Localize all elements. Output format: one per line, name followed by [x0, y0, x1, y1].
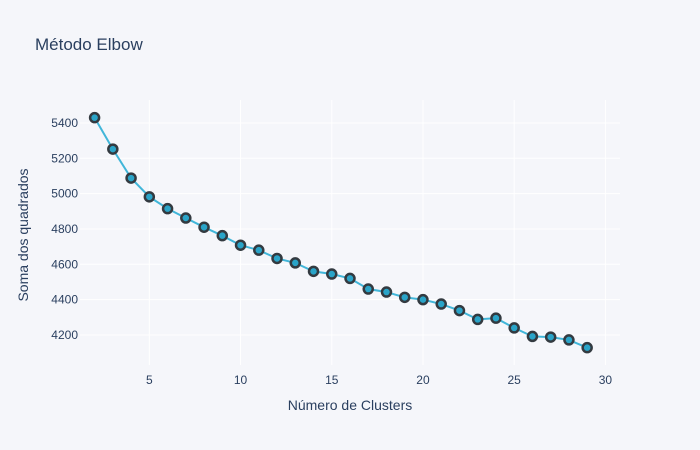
- data-point: [563, 334, 575, 346]
- data-point: [544, 331, 557, 343]
- data-point: [107, 143, 119, 155]
- x-tick-label: 5: [146, 373, 153, 387]
- x-axis-title: Número de Clusters: [288, 397, 413, 413]
- data-point: [253, 244, 265, 256]
- x-tick-label: 25: [508, 373, 522, 387]
- data-point: [88, 111, 101, 124]
- chart-title: Método Elbow: [35, 35, 143, 54]
- data-point: [398, 291, 411, 304]
- y-tick-label: 5000: [51, 187, 78, 201]
- data-point: [362, 283, 374, 295]
- data-point: [307, 265, 320, 278]
- data-point: [161, 202, 174, 215]
- data-point: [289, 257, 302, 269]
- markers: [88, 111, 593, 354]
- y-tick-label: 5200: [51, 151, 78, 165]
- y-axis-ticks: 4200 4400 4600 4800 5000 5200 5400: [51, 116, 78, 342]
- data-point: [234, 239, 247, 251]
- series-line-layer: [93, 117, 588, 349]
- y-tick-label: 4800: [51, 222, 78, 236]
- x-tick-label: 10: [234, 373, 248, 387]
- y-tick-label: 4200: [51, 328, 78, 342]
- series-line: [93, 117, 588, 349]
- x-tick-label: 15: [325, 373, 339, 387]
- data-point: [216, 229, 229, 242]
- y-tick-label: 4600: [51, 257, 78, 271]
- data-point: [326, 268, 338, 280]
- data-point: [471, 313, 484, 326]
- x-tick-label: 20: [416, 373, 430, 387]
- data-point: [417, 293, 429, 306]
- y-tick-label: 4400: [51, 293, 78, 307]
- data-point: [508, 322, 520, 334]
- data-point: [125, 172, 137, 184]
- y-axis-title: Soma dos quadrados: [15, 168, 31, 301]
- data-point: [453, 304, 466, 317]
- data-point: [490, 312, 502, 324]
- data-point: [435, 298, 447, 310]
- x-axis-ticks: 5 10 15 20 25 30: [146, 373, 612, 387]
- data-point: [180, 212, 192, 224]
- x-tick-label: 30: [599, 373, 613, 387]
- data-point: [198, 221, 210, 233]
- data-point: [380, 286, 393, 298]
- grid: [80, 100, 620, 365]
- y-tick-label: 5400: [51, 116, 78, 130]
- data-point: [143, 191, 156, 203]
- data-point: [526, 330, 539, 343]
- data-point: [271, 252, 283, 265]
- data-point: [344, 272, 356, 285]
- data-point: [581, 341, 593, 354]
